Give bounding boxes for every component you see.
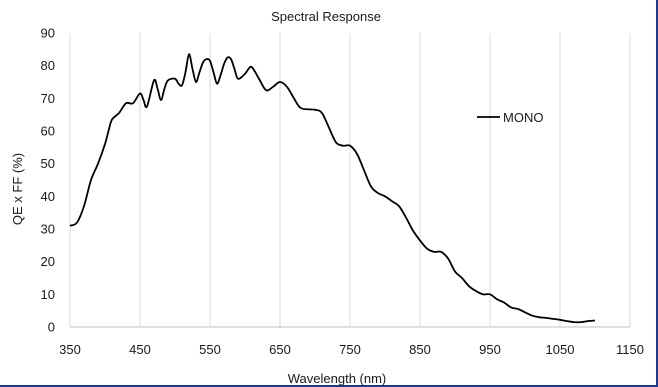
y-tick-label-40: 40 — [41, 189, 55, 204]
y-tick-label-50: 50 — [41, 156, 55, 171]
x-tick-labels: 350 450 550 650 750 850 950 1050 1150 — [59, 342, 644, 357]
y-tick-label-0: 0 — [48, 320, 55, 335]
x-tick-label-950: 950 — [479, 342, 501, 357]
x-tick-label-550: 550 — [199, 342, 221, 357]
series-line-mono — [69, 53, 596, 324]
legend-label-mono: MONO — [503, 110, 543, 125]
x-tick-label-1050: 1050 — [546, 342, 575, 357]
x-tick-label-850: 850 — [409, 342, 431, 357]
x-tick-label-1150: 1150 — [616, 342, 644, 357]
x-tick-label-450: 450 — [129, 342, 151, 357]
x-tick-label-350: 350 — [59, 342, 81, 357]
y-tick-label-80: 80 — [41, 58, 55, 73]
legend: MONO — [477, 110, 543, 125]
y-tick-label-20: 20 — [41, 254, 55, 269]
y-tick-labels: 0 10 20 30 40 50 60 70 80 90 — [41, 26, 55, 335]
y-tick-label-90: 90 — [41, 26, 55, 41]
chart-grid — [69, 33, 631, 327]
x-tick-label-650: 650 — [269, 342, 291, 357]
chart-title: Spectral Response — [271, 9, 381, 24]
y-tick-label-30: 30 — [41, 222, 55, 237]
y-tick-label-70: 70 — [41, 91, 55, 106]
y-tick-label-60: 60 — [41, 124, 55, 139]
y-axis-label: QE x FF (%) — [10, 153, 25, 225]
x-tick-label-750: 750 — [339, 342, 361, 357]
x-axis-label: Wavelength (nm) — [288, 371, 387, 386]
y-tick-label-10: 10 — [41, 287, 55, 302]
